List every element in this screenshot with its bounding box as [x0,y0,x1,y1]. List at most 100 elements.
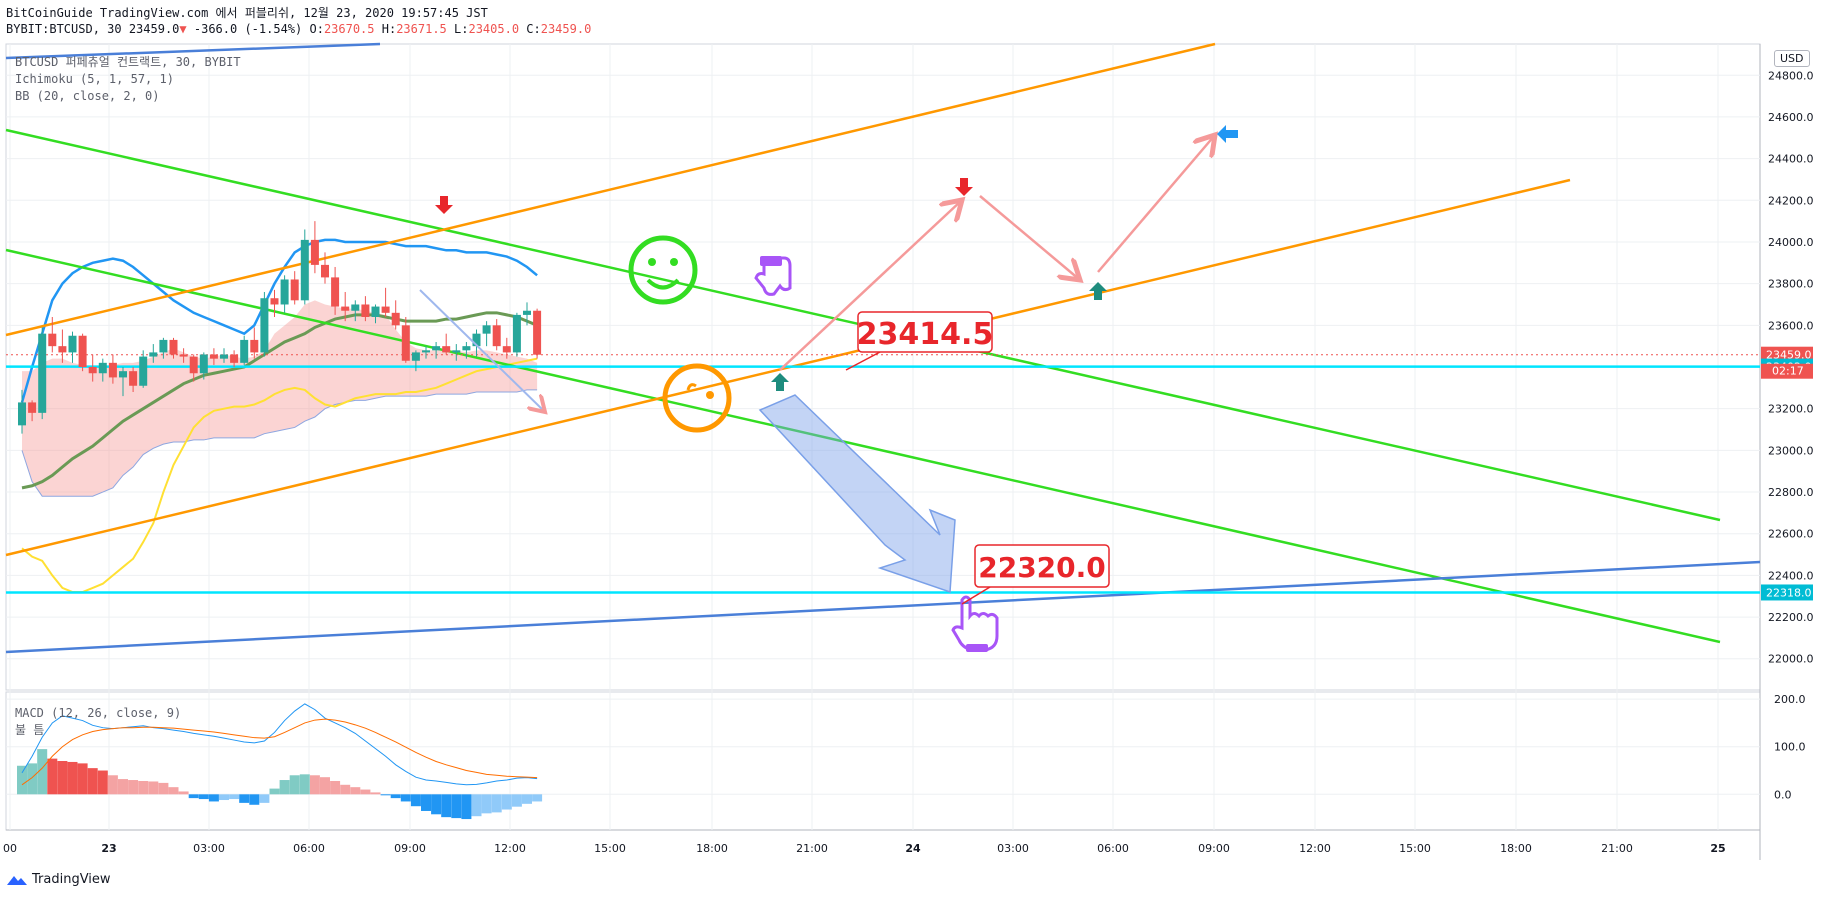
candle-body [381,306,390,313]
candle-body [290,279,299,301]
macd-histogram-bar [299,774,310,795]
price-change: -366.0 (-1.54%) [193,22,303,36]
macd-histogram-bar [158,782,169,795]
y-tick-label: 22200.0 [1768,611,1814,624]
footer-brand-label: TradingView [32,872,111,887]
x-tick-label: 18:00 [696,842,728,855]
macd-histogram-bar [47,758,58,795]
x-tick-label: 00 [3,842,17,855]
macd-histogram-bar [340,784,351,795]
x-tick-label: 06:00 [1097,842,1129,855]
candle-body [492,325,501,347]
macd-histogram-bar [148,781,159,795]
candle-body [169,339,178,355]
candle-body [442,346,451,353]
macd-histogram-bar [128,780,139,795]
down-arrow-icon [435,196,453,214]
legend-macd: MACD (12, 26, close, 9) [15,706,182,720]
ichimoku-span-b [21,389,538,497]
annotation-box-down[interactable] [974,544,1110,588]
legend-symbol: BTCUSD 퍼페츄얼 컨트랙트, 30, BYBIT [15,55,241,69]
x-tick-label: 21:00 [796,842,828,855]
macd-line [21,703,538,786]
down-arrow-icon [955,178,973,196]
ichimoku-lagging-line [21,357,538,594]
candle-body [512,314,521,353]
macd-legend: MACD (12, 26, close, 9) 불 틈 [15,705,181,739]
macd-histogram-bar [491,794,502,813]
green-channel-lower [5,248,1721,644]
macd-histogram-bar [178,791,189,795]
price-annotations[interactable]: 23414.5 22320.0 [845,311,1110,605]
x-tick-label: 03:00 [193,842,225,855]
macd-histogram-bar [208,794,219,802]
x-tick-label: 09:00 [1198,842,1230,855]
footer-brand[interactable]: TradingView [6,872,111,887]
x-tick-label: 24 [905,842,921,855]
macd-histogram-bar [350,787,361,795]
candle-body [78,335,87,367]
macd-histogram-bar [532,794,543,802]
candle-body [361,304,370,317]
macd-histogram-bar [27,763,38,795]
symbol-quote-line: BYBIT:BTCUSD, 30 23459.0▼ -366.0 (-1.54%… [6,22,592,36]
x-tick-label: 06:00 [293,842,325,855]
candle-body [159,339,168,353]
y-tick-label: 22600.0 [1768,528,1814,541]
candle-body [28,402,37,413]
macd-histogram-bar [431,794,442,815]
macd-histogram-bar [97,770,108,795]
last-price: 23459.0 [128,22,180,36]
countdown-label: 02:17 [1761,363,1813,379]
y-tick-label: 24400.0 [1768,153,1814,166]
candle-body [462,346,471,351]
macd-y-tick-label: 100.0 [1774,741,1806,754]
macd-histogram-bar [309,775,320,795]
candle-body [482,325,491,334]
macd-histogram-bar [451,794,462,819]
publish-info: BitCoinGuide TradingView.com 에서 퍼블리쉬, 12… [6,6,488,20]
symbol-name: BYBIT:BTCUSD, 30 [6,22,122,36]
projection-arrow-down [979,195,1080,280]
candle-body [48,333,57,347]
candle-body [139,356,148,386]
y-tick-label: 22000.0 [1768,653,1814,666]
macd-histogram-bar [198,794,209,800]
annotation-box-up[interactable] [857,311,993,353]
y-tick-label: 22400.0 [1768,569,1814,582]
macd-histogram-bar [501,794,512,810]
y-tick-label: 23600.0 [1768,319,1814,332]
macd-histogram-bar [522,794,532,804]
candle-body [58,346,67,353]
y-tick-label: 23000.0 [1768,444,1814,457]
macd-histogram-bar [37,749,48,795]
y-tick-label: 22800.0 [1768,486,1814,499]
hand-pointer-icon [951,595,999,652]
candle-body [108,362,117,378]
macd-histogram-bar [320,777,330,795]
macd-histogram-bar [330,780,341,795]
macd-histogram-bar [380,794,391,796]
macd-histogram-bar [239,794,250,803]
candle-body [88,367,97,374]
candle-body [189,356,198,374]
legend-ichimoku: Ichimoku (5, 1, 57, 1) [15,72,174,86]
candle-body [321,264,329,278]
left-arrow-icon [1217,125,1238,143]
macd-signal-line [21,718,538,786]
macd-histogram-bar [219,794,229,801]
candle-body [502,346,511,353]
candle-body [523,310,531,315]
currency-badge[interactable]: USD [1774,50,1810,67]
candle-body [422,350,430,353]
macd-y-tick-label: 200.0 [1774,693,1806,706]
y-tick-label: 23800.0 [1768,278,1814,291]
drawings[interactable] [419,125,1238,652]
y-tick-label: 24600.0 [1768,111,1814,124]
candle-body [199,354,208,374]
macd-histogram-bar [471,794,482,817]
macd-histogram-bar [17,765,27,795]
candle-body [68,335,77,353]
axes: 22000.0 22200.0 22400.0 22600.0 22800.0 23000… [3,69,1814,855]
